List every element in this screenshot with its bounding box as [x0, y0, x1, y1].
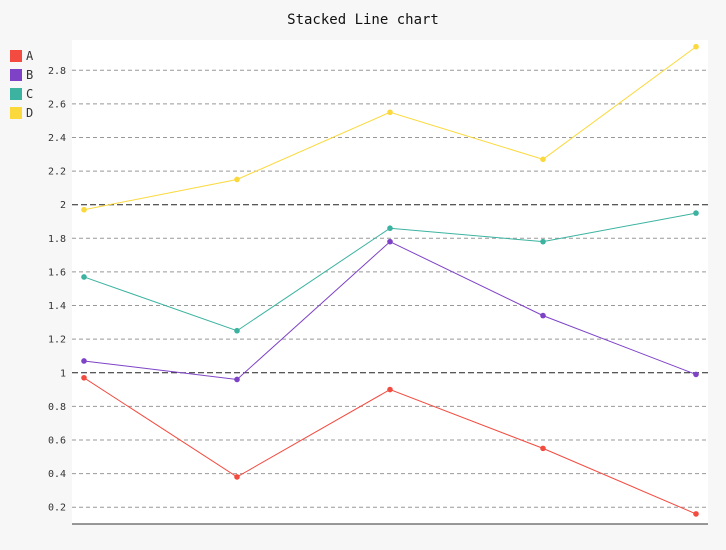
legend-item[interactable]: A	[10, 49, 34, 63]
data-point[interactable]	[693, 210, 699, 216]
data-point[interactable]	[81, 358, 87, 364]
y-tick-label: 1.4	[48, 301, 66, 312]
data-point[interactable]	[387, 238, 393, 245]
y-tick-label: 0.8	[48, 402, 66, 413]
data-point[interactable]	[81, 206, 87, 213]
data-point[interactable]	[234, 176, 240, 183]
series-B	[81, 238, 699, 383]
data-point[interactable]	[540, 312, 546, 319]
legend-item[interactable]: D	[10, 106, 33, 120]
data-point[interactable]	[234, 327, 240, 334]
data-point[interactable]	[81, 374, 87, 381]
y-tick-label: 1	[60, 368, 66, 379]
legend-label: D	[26, 106, 33, 120]
legend-swatch	[10, 69, 22, 81]
data-point[interactable]	[693, 43, 699, 50]
y-tick-label: 0.2	[48, 503, 66, 514]
y-tick-label: 2	[60, 200, 66, 211]
legend-item[interactable]: B	[10, 68, 33, 82]
legend-label: C	[26, 87, 33, 101]
legend-swatch	[10, 88, 22, 100]
legend-swatch	[10, 50, 22, 62]
y-tick-label: 1.8	[48, 234, 66, 245]
data-point[interactable]	[540, 238, 546, 245]
data-point[interactable]	[693, 511, 699, 517]
data-point[interactable]	[693, 371, 699, 378]
data-point[interactable]	[387, 109, 393, 116]
grid-lines	[72, 69, 708, 508]
data-point[interactable]	[234, 474, 240, 480]
series-lines	[81, 43, 699, 517]
legend-label: B	[26, 68, 33, 82]
data-point[interactable]	[387, 225, 393, 232]
data-point[interactable]	[81, 274, 87, 280]
legend-item[interactable]: C	[10, 87, 33, 101]
data-point[interactable]	[387, 386, 393, 393]
legend-swatch	[10, 107, 22, 119]
plot-area	[72, 40, 708, 524]
y-tick-label: 2.8	[48, 66, 66, 77]
data-point[interactable]	[540, 156, 546, 163]
y-tick-label: 0.4	[48, 469, 66, 480]
y-tick-label: 0.6	[48, 435, 66, 446]
y-tick-label: 2.4	[48, 133, 66, 144]
series-C	[81, 210, 699, 334]
y-tick-label: 1.2	[48, 335, 66, 346]
chart-title: Stacked Line chart	[287, 12, 439, 28]
series-D	[81, 43, 699, 213]
data-point[interactable]	[540, 445, 546, 452]
legend-label: A	[26, 49, 34, 63]
y-tick-label: 1.6	[48, 267, 66, 278]
y-tick-labels: 0.2 0.4 0.6 0.8 1 1.2 1.4 1.6 1.8 2 2.2 2.4 2.6 2.8	[48, 66, 66, 514]
y-tick-label: 2.6	[48, 99, 66, 110]
y-tick-label: 2.2	[48, 167, 66, 178]
series-A	[81, 374, 699, 517]
data-point[interactable]	[234, 376, 240, 383]
